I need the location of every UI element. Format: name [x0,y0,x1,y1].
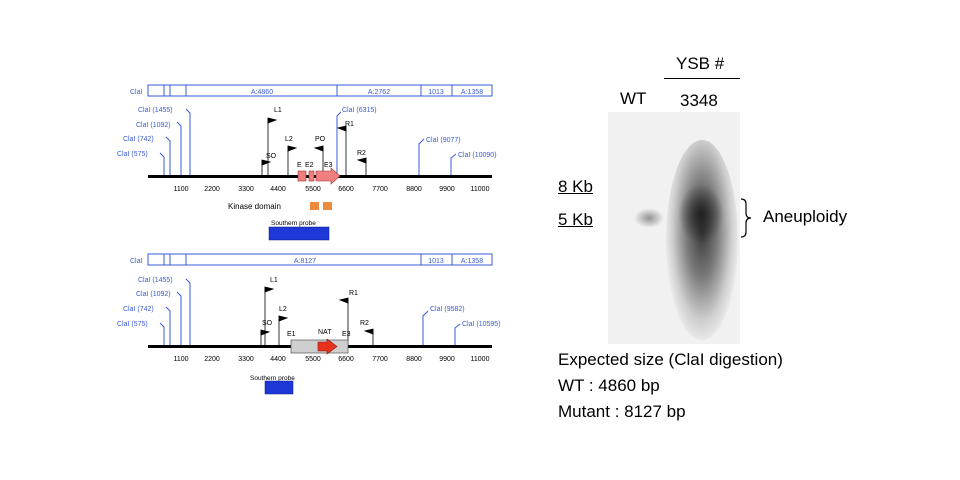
wt-primer-r2: R2 [357,150,366,157]
wt-exon-arrow [315,167,341,185]
mutant-exon-e1: E1 [287,331,296,338]
marker-8kb: 8 Kb [558,177,593,196]
caption-line-2: WT : 4860 bp [558,376,660,395]
mutant-exon-e3: E3 [342,331,351,338]
mutant-site-742: ClaI (742) [123,306,154,313]
mutant-segment-clai: ClaI [130,258,143,265]
mutant-tick-11000: 11000 [471,356,490,363]
wt-site-10090: ClaI (10090) [458,152,497,159]
wt-primer-po: PO [315,136,326,143]
aneuploidy-label: Aneuploidy [763,207,848,226]
blot-wt-band [634,208,664,228]
aneuploidy-bracket [740,198,752,238]
mutant-segment-a1358: A:1358 [461,258,483,265]
mutant-tick-4400: 4400 [270,356,286,363]
wt-probe-bar [268,226,330,241]
blot-group-label: YSB # [676,54,725,73]
blot-image [608,112,740,344]
blot-mutant-core [678,184,724,244]
wt-segment-box [147,84,493,97]
mutant-tick-8800: 8800 [406,356,422,363]
wt-tick-3300: 3300 [238,186,254,193]
wt-tick-6600: 6600 [338,186,354,193]
wt-primer-l1: L1 [274,107,282,114]
wt-kinase-label: Kinase domain [228,202,281,211]
caption-line-3: Mutant : 8127 bp [558,402,686,421]
wt-exon-e3: E3 [324,162,333,169]
wt-kinase-block-2 [323,202,332,210]
wt-tick-4400: 4400 [270,186,286,193]
mutant-site-10595: ClaI (10595) [462,321,501,328]
wt-segment-a2762: A:2762 [368,89,390,96]
mutant-probe-bar [264,380,294,395]
wt-tick-2200: 2200 [204,186,220,193]
wt-tick-8800: 8800 [406,186,422,193]
blot-lane-3348: 3348 [680,91,718,110]
mutant-tick-5500: 5500 [305,356,321,363]
mutant-site-9582: ClaI (9582) [430,306,465,313]
blot-group-underline [664,78,740,79]
mutant-tick-1100: 1100 [173,356,188,363]
wt-segment-a4860: A:4860 [251,89,273,96]
wt-kinase-block-1 [310,202,319,210]
wt-site-9077: ClaI (9077) [426,137,461,144]
mutant-segment-box [147,253,493,266]
mutant-tick-2200: 2200 [204,356,220,363]
mutant-map: ClaI A:8127 1013 A:1358 ClaI (575) ClaI … [117,253,501,395]
mutant-site-575: ClaI (575) [117,321,148,328]
mutant-tick-6600: 6600 [338,356,354,363]
mutant-site-1092: ClaI (1092) [136,291,171,298]
wt-primer-r1: R1 [345,121,354,128]
mutant-primer-l1: L1 [270,277,278,284]
mutant-tick-9900: 9900 [439,356,455,363]
wt-segment-a1358: A:1358 [461,89,483,96]
wt-tick-9900: 9900 [439,186,455,193]
wt-exon-e2: E2 [305,162,314,169]
mutant-probe-label: Southern probe [250,375,295,382]
wt-probe-label: Southern probe [271,220,316,227]
blot-lane-wt: WT [620,89,647,108]
mutant-segment-1013: 1013 [428,258,444,265]
mutant-primer-r1: R1 [349,290,358,297]
mutant-primer-so: SO [262,320,273,327]
wt-segment-1013: 1013 [428,89,444,96]
wt-primer-so: SO [266,153,277,160]
mutant-exon-nat: NAT [318,329,332,336]
wt-site-6315: ClaI (6315) [342,107,377,114]
wt-tick-11000: 11000 [471,186,490,193]
wt-site-1092: ClaI (1092) [136,122,171,129]
mutant-tick-3300: 3300 [238,356,254,363]
mutant-nat-arrow [317,338,338,355]
restriction-maps: ClaI A:4860 A:2762 1013 A:1358 ClaI (575… [117,84,501,395]
mutant-site-1455: ClaI (1455) [138,277,173,284]
wt-tick-5500: 5500 [305,186,321,193]
mutant-primer-r2: R2 [360,320,369,327]
marker-5kb: 5 Kb [558,210,593,229]
wt-site-1455: ClaI (1455) [138,107,173,114]
wt-exon-e: E [297,162,302,169]
wt-tick-1100: 1100 [173,186,188,193]
mutant-tick-7700: 7700 [372,356,388,363]
mutant-segment-a8127: A:8127 [294,258,316,265]
wt-map: ClaI A:4860 A:2762 1013 A:1358 ClaI (575… [117,84,497,241]
wt-site-575: ClaI (575) [117,151,148,158]
wt-tick-7700: 7700 [372,186,388,193]
wt-primer-l2: L2 [285,136,293,143]
wt-site-742: ClaI (742) [123,136,154,143]
caption-line-1: Expected size (ClaI digestion) [558,350,783,369]
mutant-primer-l2: L2 [279,306,287,313]
wt-segment-clai: ClaI [130,89,143,96]
